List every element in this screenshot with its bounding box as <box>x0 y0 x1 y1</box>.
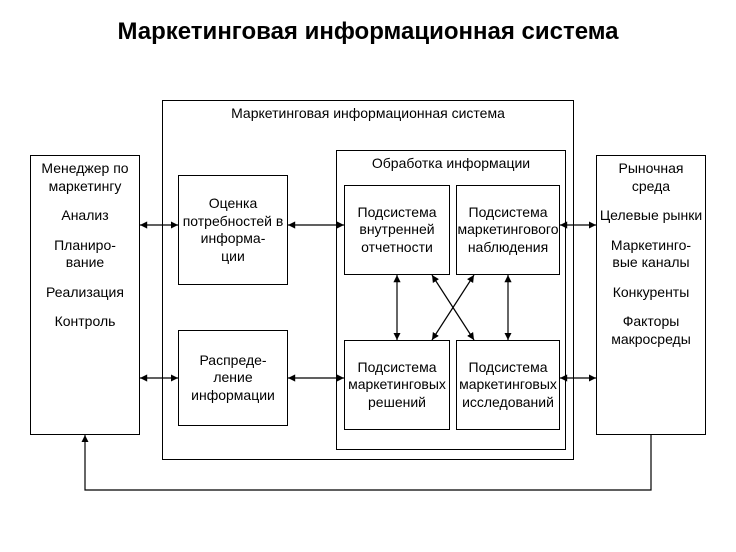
node-sub-decisions: Подсистема маркетинговых решений <box>344 340 450 430</box>
node-eval: Оценка потребностей в информа-ции <box>178 175 288 285</box>
sub-decisions-label: Подсистема маркетинговых решений <box>347 359 447 412</box>
manager-item-0: Анализ <box>61 207 108 225</box>
dist-label: Распреде-ление информации <box>181 352 285 405</box>
environment-item-1: Маркетинго-вые каналы <box>611 237 691 272</box>
eval-label: Оценка потребностей в информа-ции <box>181 195 285 265</box>
node-sub-report: Подсистема внутренней отчетности <box>344 185 450 275</box>
title-text: Маркетинговая информационная система <box>117 18 618 45</box>
node-sub-research: Подсистема маркетинговых исследований <box>456 340 560 430</box>
manager-item-2: Реализация <box>46 284 124 302</box>
sub-research-label: Подсистема маркетинговых исследований <box>459 359 557 412</box>
system-outer-label: Маркетинговая информационная система <box>231 105 505 123</box>
environment-item-3: Факторы макросреды <box>599 313 703 348</box>
manager-item-3: Контроль <box>55 313 116 331</box>
sub-report-label: Подсистема внутренней отчетности <box>347 204 447 257</box>
node-manager: Менеджер по маркетингу Анализ Планиро-ва… <box>30 155 140 435</box>
manager-header: Менеджер по маркетингу <box>33 160 137 195</box>
sub-observe-label: Подсистема маркетингового наблюдения <box>458 204 559 257</box>
environment-item-0: Целевые рынки <box>600 207 702 225</box>
diagram-title: Маркетинговая информационная система <box>0 18 736 46</box>
node-sub-observe: Подсистема маркетингового наблюдения <box>456 185 560 275</box>
manager-item-1: Планиро-вание <box>54 237 116 272</box>
environment-header: Рыночная среда <box>599 160 703 195</box>
node-dist: Распреде-ление информации <box>178 330 288 426</box>
environment-item-2: Конкуренты <box>613 284 690 302</box>
node-environment: Рыночная среда Целевые рынки Маркетинго-… <box>596 155 706 435</box>
processing-outer-label: Обработка информации <box>372 155 530 173</box>
